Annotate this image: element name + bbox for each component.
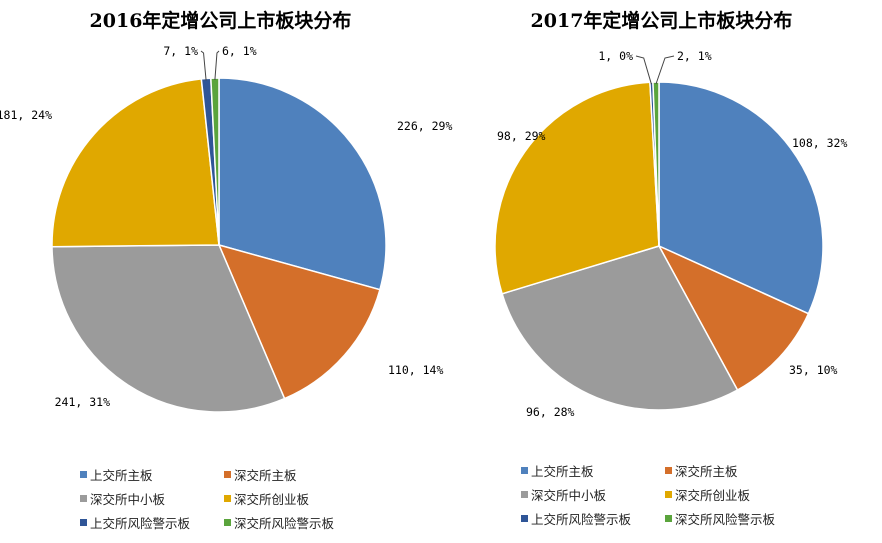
pie-2016: 226, 29% 110, 14% 241, 31% 181, 24% 7, 1% 6, … <box>0 44 452 413</box>
legend-label: 上交所主板 <box>531 464 594 479</box>
legend-item-3: 深交所中小板 <box>521 485 606 504</box>
chart-title-2017: 2017年定增公司上市板块分布 <box>530 10 793 32</box>
legend-swatch <box>80 471 87 478</box>
data-label-3: 241, 31% <box>55 395 110 409</box>
legend-label: 上交所风险警示板 <box>531 512 632 527</box>
data-label-6: 6, 1% <box>222 44 257 58</box>
data-label-3: 96, 28% <box>526 405 575 419</box>
legend-item-2: 深交所主板 <box>665 461 738 480</box>
data-label-5: 7, 1% <box>163 44 198 58</box>
legend-label: 深交所风险警示板 <box>234 516 335 531</box>
legend-swatch <box>80 519 87 526</box>
data-label-1: 108, 32% <box>792 136 847 150</box>
data-label-6: 2, 1% <box>677 49 712 63</box>
legend-swatch <box>521 467 528 474</box>
pie-slice-2 <box>657 244 810 392</box>
legend-label: 深交所主板 <box>234 468 297 483</box>
data-label-1: 226, 29% <box>397 119 452 133</box>
pie-slice-3 <box>501 245 739 411</box>
legend-item-4: 深交所创业板 <box>665 485 750 504</box>
legend-label: 深交所创业板 <box>675 488 751 503</box>
leader-line-6 <box>655 55 675 85</box>
pie-slice-4 <box>51 78 220 248</box>
pie-chart-2016: 2016年定增公司上市板块分布 226, 29% 110, 14% 241, 31%… <box>0 10 452 532</box>
legend-item-2: 深交所主板 <box>224 465 297 484</box>
pie-slice-3 <box>51 244 286 413</box>
pie-slice-6 <box>652 81 660 247</box>
pie-2017: 108, 32% 35, 10% 96, 28% 98, 29% 1, 0% 2, 1% <box>494 49 847 419</box>
legend-swatch <box>521 491 528 498</box>
legend-swatch <box>665 491 672 498</box>
legend-item-5: 上交所风险警示板 <box>80 513 190 532</box>
legend-item-4: 深交所创业板 <box>224 489 309 508</box>
legend-swatch <box>224 495 231 502</box>
data-label-4: 181, 24% <box>0 108 52 122</box>
legend-label: 深交所中小板 <box>531 488 607 503</box>
pie-slice-4 <box>494 81 660 295</box>
legend-label: 深交所中小板 <box>90 492 166 507</box>
legend-label: 上交所风险警示板 <box>90 516 191 531</box>
legend-swatch <box>665 515 672 522</box>
leader-line-5 <box>635 55 652 85</box>
legend-label: 深交所主板 <box>675 464 738 479</box>
pie-slice-1 <box>218 77 387 291</box>
legend-swatch <box>665 467 672 474</box>
legend-item-6: 深交所风险警示板 <box>224 513 334 532</box>
legend-label: 上交所主板 <box>90 468 153 483</box>
pie-chart-2017: 2017年定增公司上市板块分布 108, 32% 35, 10% 96, 28% 98… <box>441 0 882 543</box>
legend-item-3: 深交所中小板 <box>80 489 165 508</box>
data-label-2: 35, 10% <box>789 363 838 377</box>
data-label-5: 1, 0% <box>598 49 633 63</box>
data-label-2: 110, 14% <box>388 363 443 377</box>
legend-item-1: 上交所主板 <box>521 461 594 480</box>
legend-label: 深交所风险警示板 <box>675 512 776 527</box>
pie-slice-2 <box>217 243 381 400</box>
legend-swatch <box>224 519 231 526</box>
legend-swatch <box>80 495 87 502</box>
leader-line-5 <box>200 50 207 81</box>
legend-swatch <box>224 471 231 478</box>
legend-item-6: 深交所风险警示板 <box>665 509 775 528</box>
legend-item-1: 上交所主板 <box>80 465 153 484</box>
legend-swatch <box>521 515 528 522</box>
data-label-4: 98, 29% <box>497 129 546 143</box>
pie-slice-1 <box>658 81 824 315</box>
leader-line-6 <box>214 50 220 81</box>
legend-label: 深交所创业板 <box>234 492 310 507</box>
chart-title-2016: 2016年定增公司上市板块分布 <box>89 10 352 32</box>
legend-item-5: 上交所风险警示板 <box>521 509 631 528</box>
